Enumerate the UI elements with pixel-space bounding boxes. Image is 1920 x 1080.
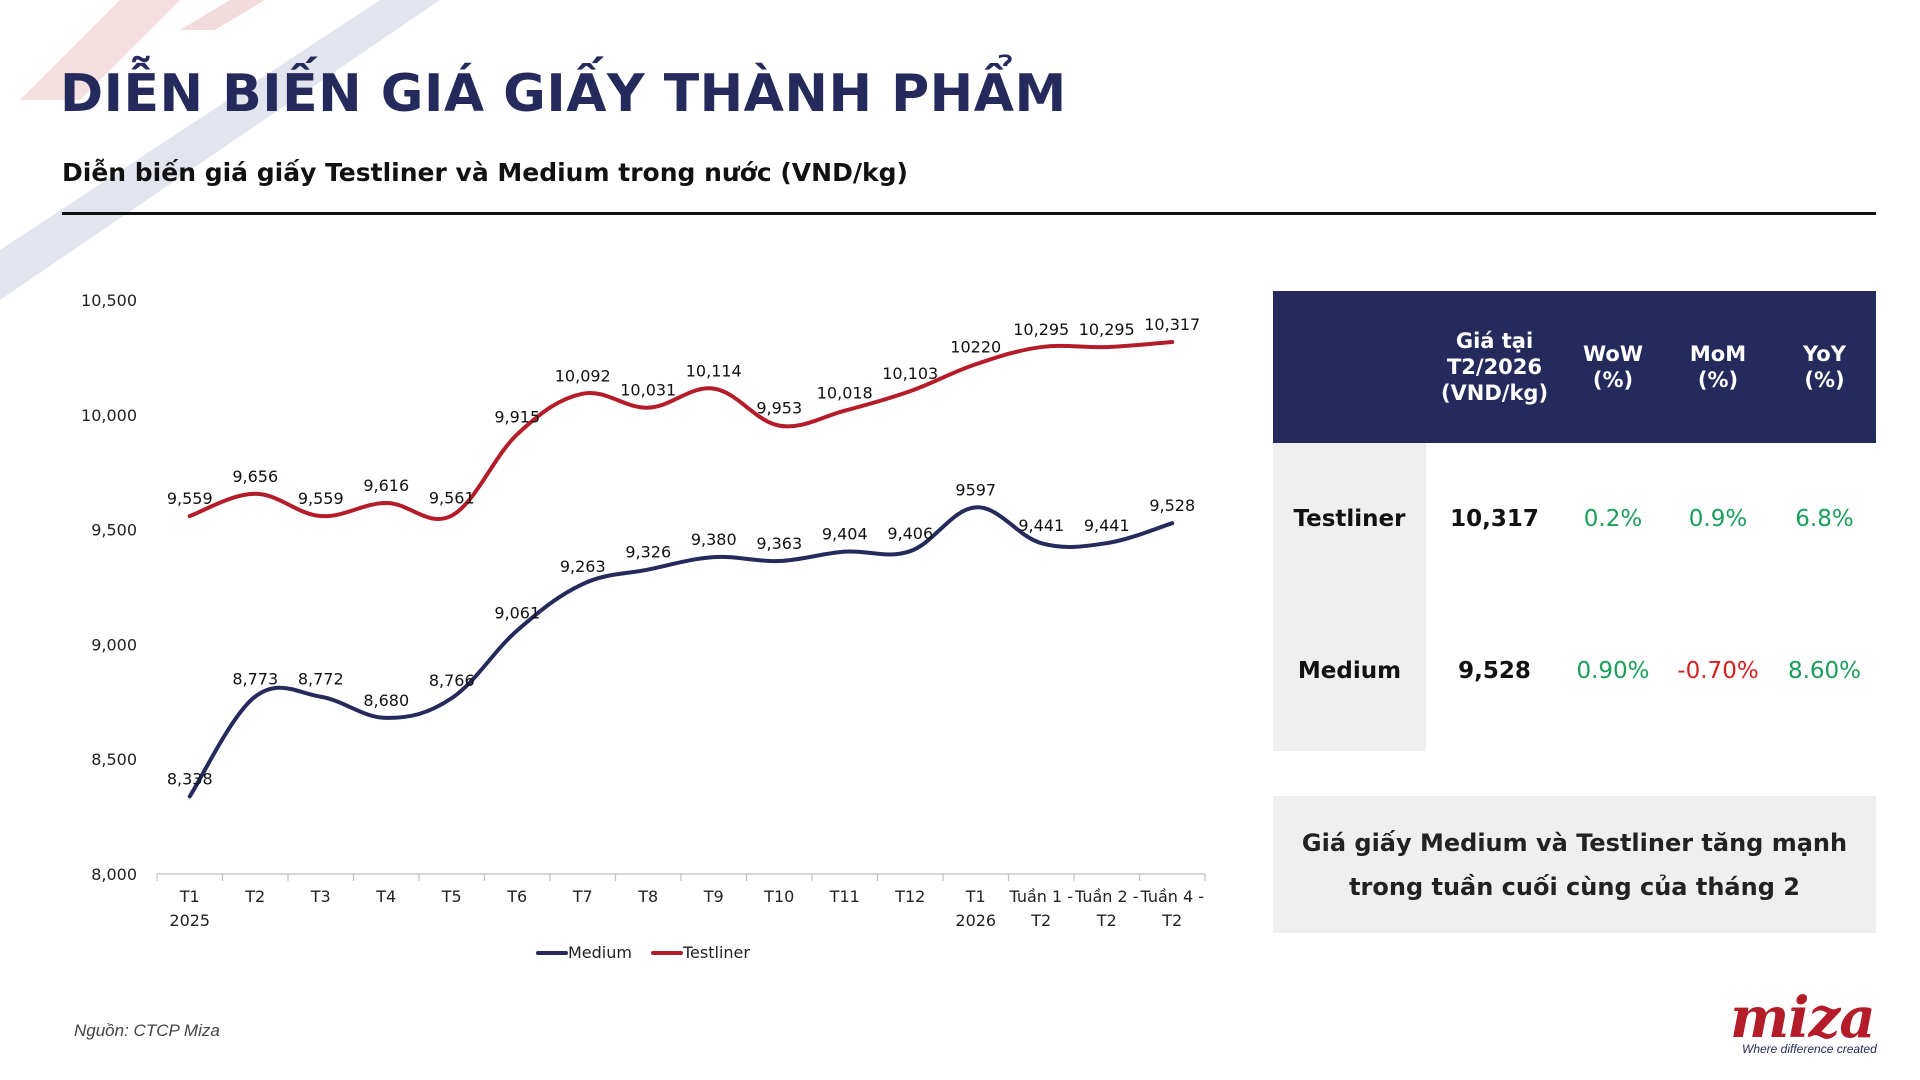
legend-label-testliner: Testliner [682,943,750,962]
data-label-testliner: 10,317 [1144,315,1200,334]
y-tick-label: 9,000 [91,635,137,654]
y-tick-label: 8,500 [91,750,137,769]
row-name-medium: Medium [1297,658,1402,684]
data-label-medium: 8,766 [429,671,475,690]
price-line-chart: 8,000 8,500 9,000 9,500 10,000 10,500 T1 2025 T2… [81,291,1206,962]
data-label-medium: 9,326 [625,543,671,562]
corner-decoration [0,0,440,300]
row-price-medium: 9,528 [1458,658,1531,684]
x-tick-label: T2 [244,887,265,906]
row-yoy-testliner: 6.8% [1795,506,1854,532]
x-tick-label: T7 [572,887,593,906]
x-tick-label: T12 [894,887,925,906]
y-tick-label: 8,000 [91,865,137,884]
x-tick-label: Tuần 1 -T2 [1008,887,1073,930]
data-label-testliner: 9,953 [756,399,802,418]
row-yoy-medium: 8.60% [1787,658,1862,684]
data-label-testliner: 10,103 [882,364,938,383]
data-label-medium: 9,363 [756,534,802,553]
x-tick-label: T9 [703,887,724,906]
x-tick-label: T10 [763,887,794,906]
x-tick-label: Tuần 2 -T2 [1074,887,1139,930]
data-label-medium: 8,772 [298,670,344,689]
row-mom-testliner: 0.9% [1688,506,1748,532]
row-label-column [1273,443,1426,751]
row-wow-testliner: 0.2% [1583,506,1643,532]
data-label-testliner: 10,031 [620,381,676,400]
x-tick-label: Tuần 4 -T2 [1139,887,1204,930]
header-yoy: YoY (%) [1803,342,1846,392]
data-label-testliner: 9,915 [494,407,540,426]
row-price-testliner: 10,317 [1450,506,1539,532]
data-label-medium: 9,406 [887,524,933,543]
data-label-testliner: 9,561 [429,489,475,508]
header-wow: WoW (%) [1582,342,1643,392]
legend-label-medium: Medium [568,943,632,962]
data-label-medium: 8,773 [232,670,278,689]
x-tick-label: T6 [506,887,527,906]
y-tick-label: 9,500 [91,521,137,540]
data-label-testliner: 9,559 [167,489,213,508]
header-mom: MoM (%) [1689,342,1747,392]
x-tick-label: T1 2025 [169,887,210,930]
data-label-testliner: 10,295 [1079,320,1135,339]
data-label-testliner: 10,114 [686,362,742,381]
row-name-testliner: Testliner [1293,506,1406,532]
x-tick-label: T5 [441,887,462,906]
data-label-medium: 9,380 [691,530,737,549]
data-label-medium: 9,528 [1149,496,1195,515]
data-label-testliner: 9,616 [363,476,409,495]
data-label-medium: 8,680 [363,691,409,710]
data-label-testliner: 10,295 [1013,320,1069,339]
row-wow-medium: 0.90% [1576,658,1650,684]
series-line-medium [187,505,1175,799]
y-tick-label: 10,500 [81,291,137,310]
chart-subtitle: Diễn biến giá giấy Testliner và Medium t… [62,158,908,187]
x-tick-label: T1 2026 [955,887,996,930]
price-change-table: Giá tại T2/2026 (VND/kg) WoW (%) MoM (%)… [1273,291,1876,751]
x-tick-label: T11 [829,887,860,906]
logo-tagline: Where difference created [1742,1042,1877,1056]
x-tick-label: T8 [637,887,658,906]
x-tick-label: T4 [375,887,396,906]
data-label-testliner: 10,092 [555,367,611,386]
data-label-medium: 8,338 [167,769,213,788]
data-label-medium: 9,263 [560,557,606,576]
table-header: Giá tại T2/2026 (VND/kg) WoW (%) MoM (%)… [1273,291,1876,443]
data-label-medium: 9597 [955,480,996,499]
data-label-testliner: 9,656 [232,467,278,486]
highlight-note: Giá giấy Medium và Testliner tăng mạnh t… [1273,796,1876,933]
data-label-testliner: 10220 [950,337,1001,356]
header-price: Giá tại T2/2026 (VND/kg) [1440,329,1549,405]
data-label-medium: 9,061 [494,603,540,622]
data-label-testliner: 10,018 [817,384,873,403]
data-label-medium: 9,441 [1018,516,1064,535]
y-tick-label: 10,000 [81,406,137,425]
data-label-medium: 9,441 [1084,516,1130,535]
row-mom-medium: -0.70% [1677,658,1759,684]
data-label-medium: 9,404 [822,525,868,544]
title-divider [62,212,1876,215]
logo-mark: miza [1730,985,1876,1051]
source-note: Nguồn: CTCP Miza [74,1021,220,1040]
series-line-testliner [187,340,1175,522]
data-label-testliner: 9,559 [298,489,344,508]
page-title: DIỄN BIẾN GIÁ GIẤY THÀNH PHẨM [60,64,1067,124]
x-tick-label: T3 [310,887,331,906]
company-logo: miza Where difference created [1720,990,1910,1060]
